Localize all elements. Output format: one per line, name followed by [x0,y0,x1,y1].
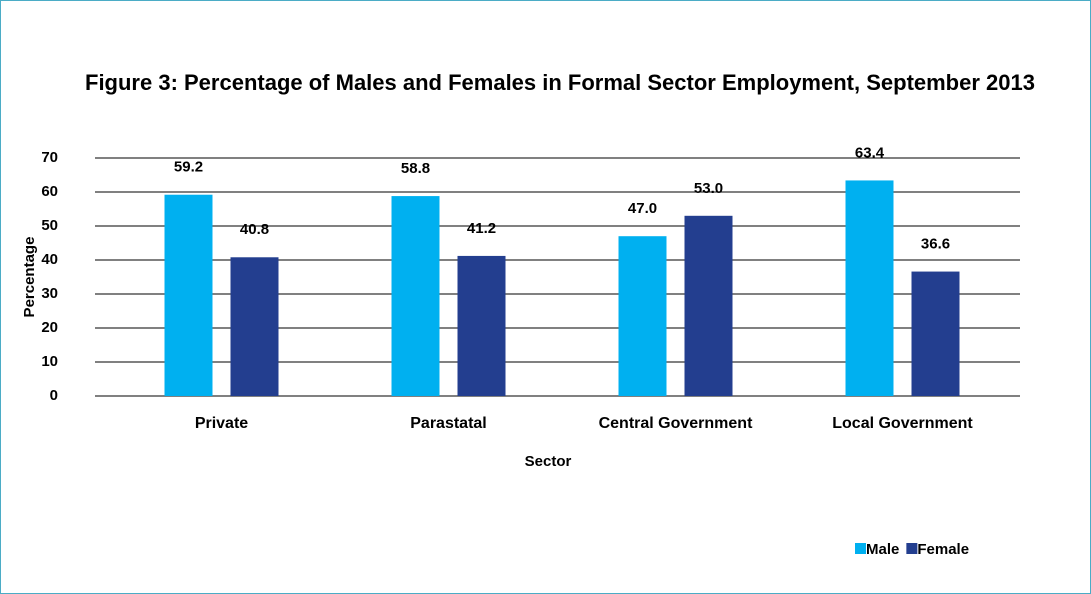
y-tick-label: 60 [41,183,58,200]
legend-swatch [855,543,866,554]
x-tick-label: Central Government [599,415,753,432]
x-tick-label: Private [195,415,248,432]
y-tick-label: 10 [41,353,58,370]
legend-label: Male [866,541,899,558]
y-tick-label: 30 [41,285,58,302]
y-tick-label: 40 [41,251,58,268]
chart-title: Figure 3: Percentage of Males and Female… [85,70,1035,95]
legend-swatch [906,543,918,554]
bar [457,255,506,396]
legend-label: Female [917,541,969,558]
x-tick-label: Parastatal [410,415,487,432]
x-tick-label: Local Government [832,415,973,432]
data-label: 41.2 [467,220,496,237]
data-label: 53.0 [694,180,723,197]
y-tick-label: 20 [41,319,58,336]
data-label: 63.4 [855,144,885,161]
data-label: 36.6 [921,236,950,253]
bar [911,271,960,396]
data-label: 58.8 [401,160,430,177]
y-axis-title: Percentage [21,237,38,318]
bar [845,180,894,396]
y-tick-label: 70 [41,149,58,166]
bar [230,257,279,396]
y-tick-label: 50 [41,217,58,234]
y-tick-label: 0 [50,387,58,404]
data-label: 47.0 [628,200,657,217]
data-label: 40.8 [240,221,269,238]
bar [164,194,213,396]
data-label: 59.2 [174,159,203,176]
bar [618,236,667,396]
bar [684,215,733,396]
x-axis-title: Sector [525,453,572,470]
bar [391,196,440,396]
